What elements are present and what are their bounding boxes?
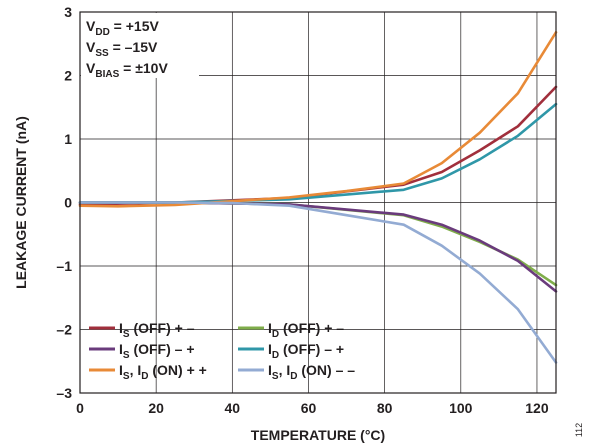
x-tick-label: 120	[525, 400, 549, 416]
series-lines	[78, 30, 558, 364]
condition-label: VSS = –15V	[86, 39, 158, 59]
x-tick-label: 60	[301, 400, 317, 416]
figure-id: 112	[574, 423, 584, 437]
y-tick-label: –3	[56, 385, 72, 401]
y-axis-label: LEAKAGE CURRENT (nA)	[13, 116, 29, 289]
series-line	[78, 201, 558, 364]
series-line	[78, 30, 558, 208]
condition-label: VBIAS = ±10V	[86, 60, 168, 80]
x-tick-label: 0	[76, 400, 84, 416]
x-axis-label: TEMPERATURE (°C)	[251, 427, 385, 443]
x-tick-labels: 0 20 40 60 80 100 120	[76, 400, 549, 416]
legend-label: ID (OFF) – +	[268, 341, 344, 361]
x-tick-label: 80	[377, 400, 393, 416]
x-tick-label: 20	[148, 400, 164, 416]
y-tick-label: 2	[64, 68, 72, 84]
legend-label: IS (OFF) + –	[119, 320, 195, 340]
y-tick-label: 3	[64, 4, 72, 20]
legend-label: ID (OFF) + –	[268, 320, 344, 340]
condition-label: VDD = +15V	[86, 18, 160, 38]
y-tick-labels: 3 2 1 0 –1 –2 –3	[56, 4, 72, 401]
y-tick-label: 0	[64, 195, 72, 211]
legend-label: IS (OFF) – +	[119, 341, 195, 361]
legend-label: IS, ID (ON) + +	[119, 362, 207, 382]
x-tick-label: 100	[449, 400, 473, 416]
y-tick-label: –1	[56, 258, 72, 274]
legend-label: IS, ID (ON) – –	[268, 362, 355, 382]
plot-frame	[79, 11, 557, 394]
conditions-background	[81, 13, 199, 78]
series-line	[78, 102, 558, 204]
series-line	[78, 85, 558, 206]
x-tick-label: 40	[225, 400, 241, 416]
y-tick-label: 1	[64, 131, 72, 147]
y-tick-label: –2	[56, 322, 72, 338]
legend: IS (OFF) + – ID (OFF) + – IS (OFF) – + ID (…	[89, 320, 355, 382]
